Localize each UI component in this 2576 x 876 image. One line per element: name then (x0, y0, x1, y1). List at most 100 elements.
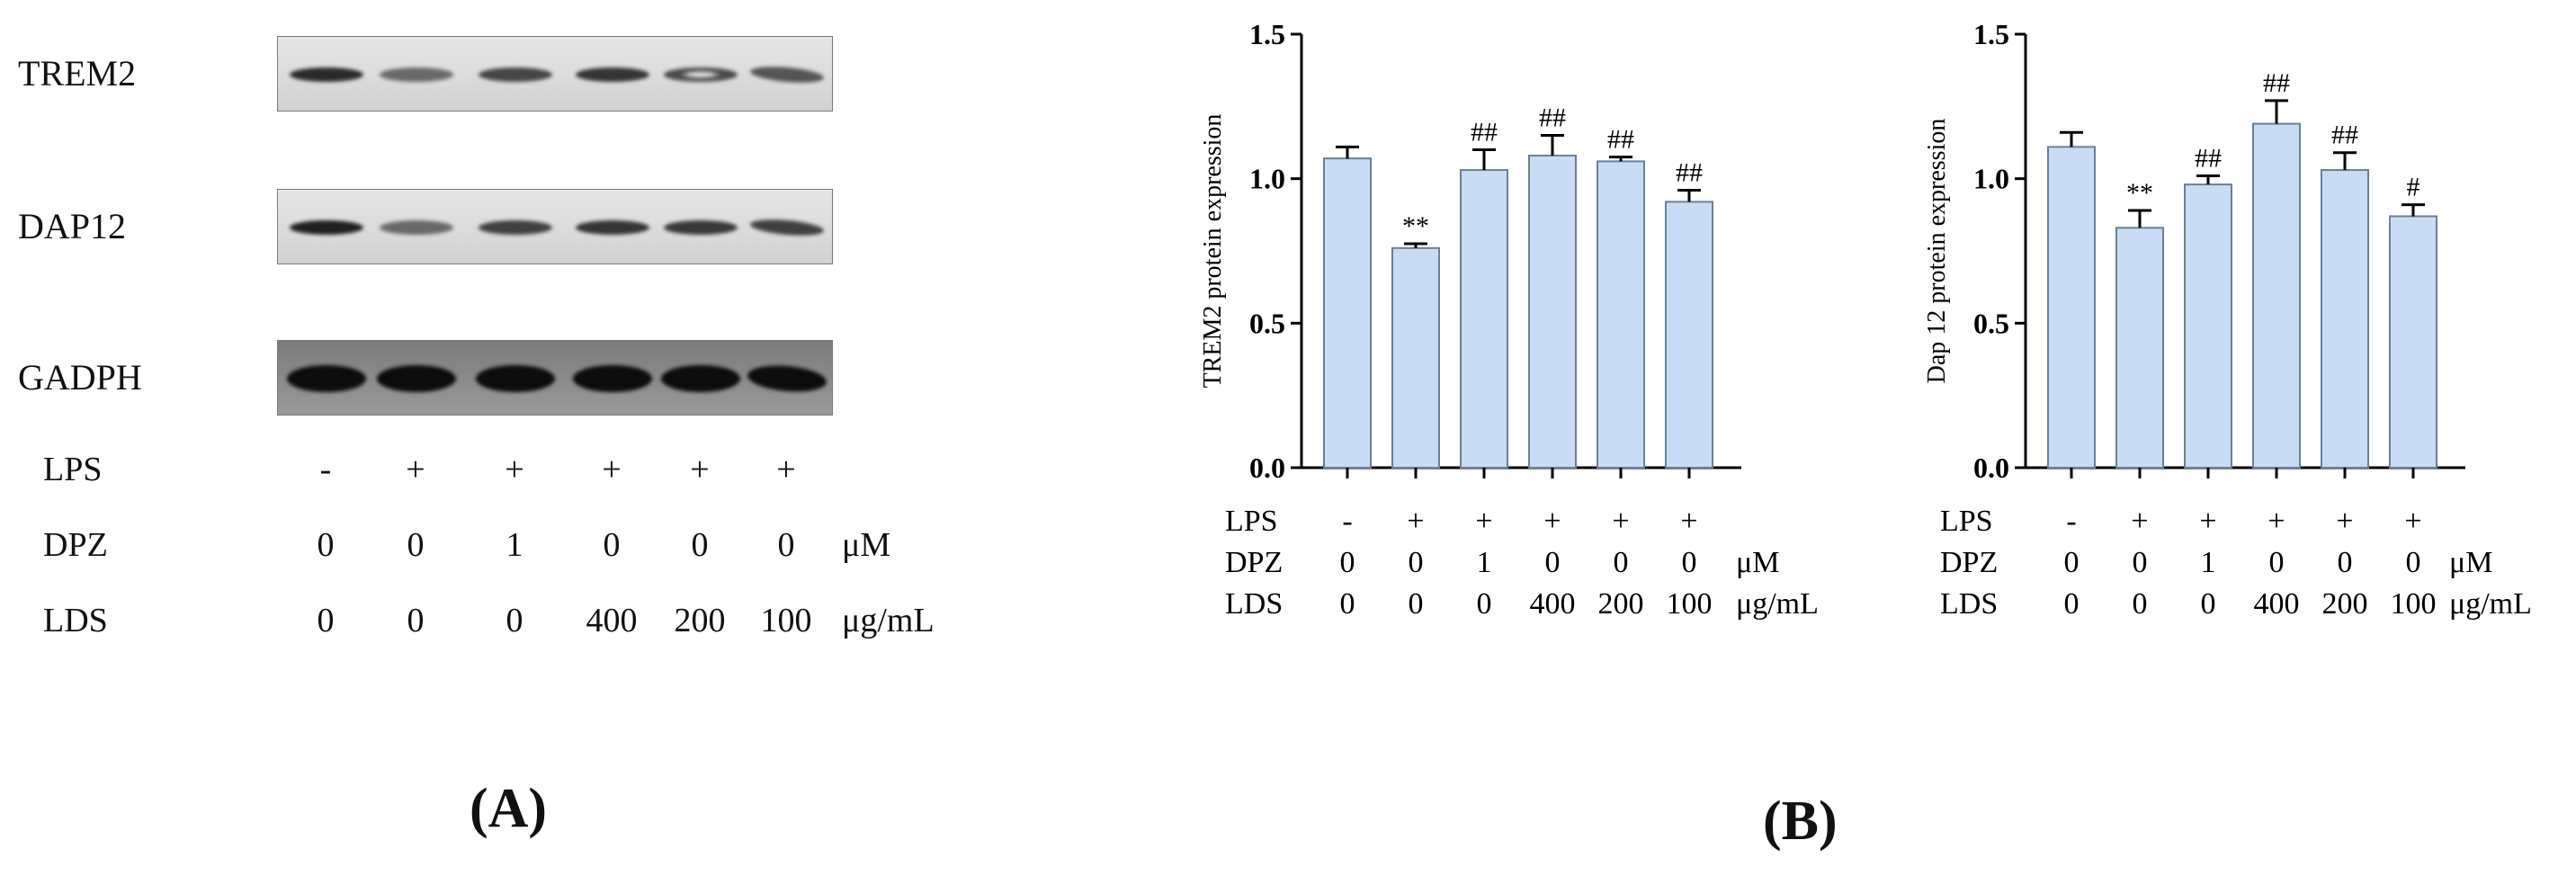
condition-value: 0 (2406, 546, 2421, 579)
condition-value: 0 (777, 526, 795, 564)
condition-value: + (1680, 505, 1697, 538)
bar (2252, 122, 2301, 469)
panel-b-label: (B) (1763, 791, 1838, 852)
condition-unit: μM (842, 526, 891, 564)
condition-value: + (602, 451, 622, 488)
condition-value: 0 (2133, 546, 2148, 579)
y-tick-label: 0.0 (1249, 451, 1285, 484)
blot-label-dap12: DAP12 (18, 206, 127, 246)
condition-label-dpz: DPZ (43, 526, 108, 564)
condition-value: 200 (2322, 587, 2368, 621)
significance-label: ## (2263, 68, 2290, 98)
condition-value: 0 (2201, 587, 2216, 621)
condition-value: 400 (2254, 587, 2300, 621)
blot-band (380, 220, 453, 235)
condition-value: 400 (1530, 587, 1576, 621)
blot-label-trem2: TREM2 (18, 53, 137, 94)
condition-value: 0 (317, 602, 335, 639)
condition-value: 0 (1409, 587, 1424, 621)
blot-band (290, 220, 363, 235)
condition-label: LPS (1225, 505, 1278, 538)
condition-value: 100 (1667, 587, 1713, 621)
bar (1597, 160, 1645, 469)
condition-unit: μg/mL (842, 602, 935, 639)
condition-value: + (690, 451, 710, 488)
significance-label: ## (1539, 103, 1566, 132)
significance-label: ## (1607, 125, 1634, 155)
western-blot-panel: TREM2 DAP12 GADPH LPS - + + + + + DPZ 0 0 1 0 0 0 μM LDS 0 0… (0, 0, 1079, 876)
blot-band (380, 67, 453, 82)
condition-value: 400 (586, 602, 638, 639)
dap12-bar-chart: 0.0 0.5 1.0 1.5 Dap 12 protein expression ** #… (1923, 18, 2532, 621)
blot-band (749, 217, 825, 238)
significance-label: ** (2126, 178, 2153, 208)
condition-value: - (2066, 505, 2076, 538)
significance-label: ** (1402, 211, 1429, 241)
significance-label: ## (2331, 121, 2358, 150)
condition-value: 0 (1614, 546, 1629, 579)
condition-value: 0 (1409, 546, 1424, 579)
panel-a-label: (A) (470, 778, 548, 839)
bar (1323, 157, 1372, 469)
y-tick-label: 0.0 (1973, 451, 2009, 484)
condition-value: 0 (1682, 546, 1697, 579)
bar (2389, 215, 2437, 469)
blot-strip-dap12 (277, 189, 833, 264)
condition-label: DPZ (1940, 546, 1998, 579)
condition-value: - (1342, 505, 1352, 538)
condition-value: 100 (760, 602, 812, 639)
blot-band (479, 220, 552, 235)
condition-value: 0 (317, 526, 335, 564)
condition-label-lps: LPS (43, 451, 103, 488)
condition-value: 0 (407, 602, 425, 639)
condition-value: 0 (1545, 546, 1561, 579)
y-tick-label: 0.5 (1973, 307, 2009, 339)
blot-band (287, 365, 366, 392)
condition-value: 1 (505, 526, 523, 564)
blot-band (664, 220, 738, 235)
condition-value: 0 (1340, 546, 1355, 579)
condition-label: LPS (1940, 505, 1993, 538)
condition-value: + (2336, 505, 2353, 538)
bar (2047, 146, 2096, 469)
condition-label: LDS (1225, 587, 1283, 621)
condition-value: + (505, 451, 524, 488)
condition-value: + (1407, 505, 1424, 538)
condition-value: + (1612, 505, 1629, 538)
y-tick-label: 1.5 (1249, 18, 1285, 50)
condition-value: 0 (1477, 587, 1492, 621)
trem2-bar-chart: 0.0 0.5 1.0 1.5 TREM2 protein expression ** ##… (1199, 18, 1819, 621)
blot-band (661, 365, 740, 392)
condition-value: 0 (505, 602, 523, 639)
condition-label: DPZ (1225, 546, 1283, 579)
condition-value: 0 (603, 526, 621, 564)
blot-band (573, 365, 652, 392)
blot-band (479, 67, 552, 82)
y-tick-label: 1.0 (1249, 163, 1285, 195)
condition-unit: μg/mL (1736, 587, 1819, 621)
condition-unit: μM (1736, 546, 1779, 579)
condition-value: 0 (2338, 546, 2353, 579)
condition-value: 0 (2064, 546, 2080, 579)
condition-value: 0 (1340, 587, 1355, 621)
significance-label: # (2407, 173, 2420, 202)
condition-value: 0 (2269, 546, 2285, 579)
blot-band (749, 64, 825, 85)
y-tick-label: 1.0 (1973, 163, 2009, 195)
condition-value: 200 (1598, 587, 1644, 621)
y-tick-label: 0.5 (1249, 307, 1285, 339)
bar (1460, 169, 1508, 469)
condition-value: + (2404, 505, 2421, 538)
blot-band (664, 67, 738, 82)
condition-unit: μg/mL (2449, 587, 2532, 621)
condition-value: + (1475, 505, 1492, 538)
condition-value: 0 (2064, 587, 2080, 621)
blot-band (290, 67, 363, 82)
blot-strip-trem2 (277, 36, 833, 112)
bar (1665, 201, 1713, 469)
condition-value: + (406, 451, 425, 488)
bar (1528, 154, 1577, 469)
condition-value: 0 (2133, 587, 2148, 621)
blot-band (576, 67, 649, 82)
condition-label-lds: LDS (43, 602, 108, 639)
